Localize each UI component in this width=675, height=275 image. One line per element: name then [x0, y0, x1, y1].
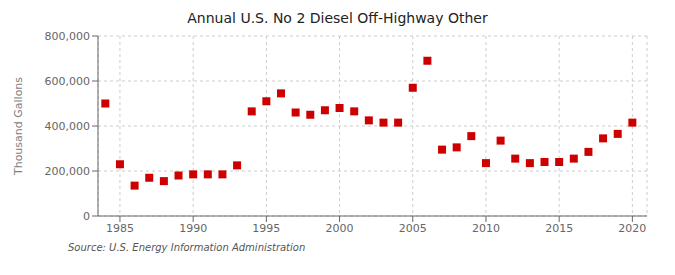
html-text:Source: U.S. Energy Informatio: Source: U.S. Energy Information Administ…	[68, 242, 306, 253]
svg-text:600,000: 600,000	[45, 75, 91, 88]
svg-text:2015: 2015	[545, 222, 573, 235]
svg-text:2005: 2005	[399, 222, 427, 235]
svg-text:2010: 2010	[472, 222, 500, 235]
svg-text:2000: 2000	[326, 222, 354, 235]
svg-text:1990: 1990	[179, 222, 207, 235]
svg-text:400,000: 400,000	[45, 120, 91, 133]
svg-text:800,000: 800,000	[45, 30, 91, 43]
svg-text:0: 0	[83, 210, 90, 223]
svg-text:1985: 1985	[106, 222, 134, 235]
svg-text:Thousand Gallons: Thousand Gallons	[12, 77, 25, 176]
svg-text:200,000: 200,000	[45, 165, 91, 178]
svg-text:1995: 1995	[252, 222, 280, 235]
html-text:Annual U.S. No 2 Diesel Off-Hi: Annual U.S. No 2 Diesel Off-Highway Othe…	[187, 10, 488, 26]
svg-text:2020: 2020	[618, 222, 646, 235]
